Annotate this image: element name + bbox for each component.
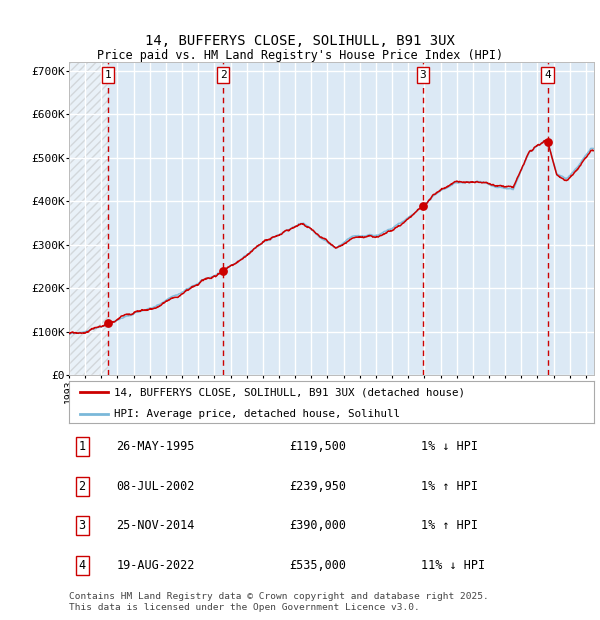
- Text: 1: 1: [104, 70, 111, 80]
- Point: [418, 200, 428, 210]
- Text: £239,950: £239,950: [290, 480, 347, 493]
- Text: £119,500: £119,500: [290, 440, 347, 453]
- Text: HPI: Average price, detached house, Solihull: HPI: Average price, detached house, Soli…: [113, 409, 400, 419]
- Text: 2: 2: [220, 70, 226, 80]
- Text: Price paid vs. HM Land Registry's House Price Index (HPI): Price paid vs. HM Land Registry's House …: [97, 49, 503, 62]
- Text: 11% ↓ HPI: 11% ↓ HPI: [421, 559, 485, 572]
- Text: 1: 1: [79, 440, 86, 453]
- Text: 2: 2: [79, 480, 86, 493]
- Text: 1% ↑ HPI: 1% ↑ HPI: [421, 480, 478, 493]
- Text: 14, BUFFERYS CLOSE, SOLIHULL, B91 3UX (detached house): 14, BUFFERYS CLOSE, SOLIHULL, B91 3UX (d…: [113, 388, 464, 397]
- Text: 25-NOV-2014: 25-NOV-2014: [116, 520, 194, 533]
- Point: [103, 318, 113, 328]
- Text: 4: 4: [544, 70, 551, 80]
- Text: 3: 3: [79, 520, 86, 533]
- Text: 3: 3: [419, 70, 426, 80]
- Text: 19-AUG-2022: 19-AUG-2022: [116, 559, 194, 572]
- Text: 14, BUFFERYS CLOSE, SOLIHULL, B91 3UX: 14, BUFFERYS CLOSE, SOLIHULL, B91 3UX: [145, 34, 455, 48]
- Text: Contains HM Land Registry data © Crown copyright and database right 2025.: Contains HM Land Registry data © Crown c…: [69, 592, 489, 601]
- Text: £390,000: £390,000: [290, 520, 347, 533]
- Text: 1% ↓ HPI: 1% ↓ HPI: [421, 440, 478, 453]
- Text: 26-MAY-1995: 26-MAY-1995: [116, 440, 194, 453]
- Bar: [69, 62, 108, 375]
- Point: [218, 266, 228, 276]
- Text: 08-JUL-2002: 08-JUL-2002: [116, 480, 194, 493]
- Text: 1% ↑ HPI: 1% ↑ HPI: [421, 520, 478, 533]
- Text: This data is licensed under the Open Government Licence v3.0.: This data is licensed under the Open Gov…: [69, 603, 420, 612]
- Point: [543, 138, 553, 148]
- Text: 4: 4: [79, 559, 86, 572]
- Text: £535,000: £535,000: [290, 559, 347, 572]
